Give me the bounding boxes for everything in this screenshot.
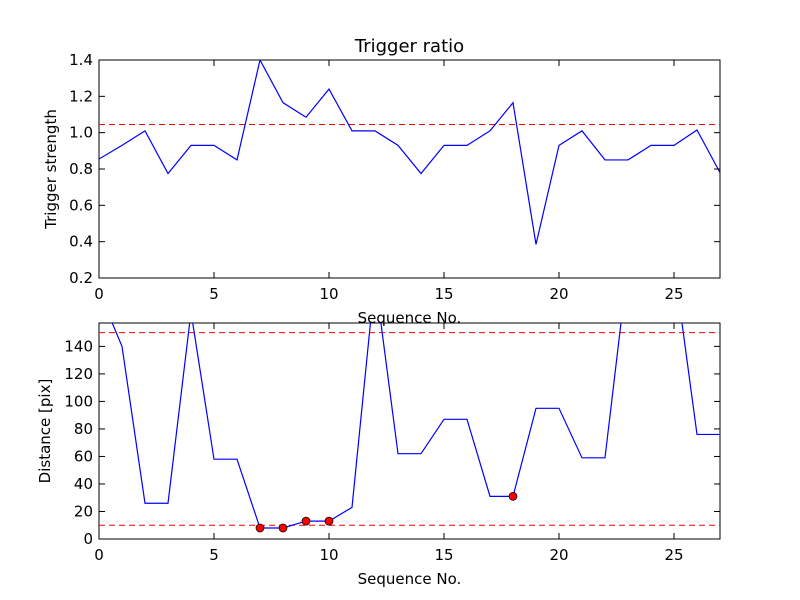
bottom-chart-marker-2 <box>301 516 311 526</box>
bottom-chart-frame <box>98 322 721 540</box>
top-chart-series-line-0 <box>99 60 720 245</box>
bottom-chart-ytick-label: 0 <box>83 530 93 548</box>
top-chart-xtick-label: 10 <box>319 285 338 303</box>
bottom-chart-series-line-0 <box>111 323 720 529</box>
bottom-chart-ylabel: Distance [pix] <box>36 379 54 484</box>
bottom-chart-ytick-label: 40 <box>74 475 93 493</box>
bottom-chart-xtick-label: 15 <box>434 546 453 564</box>
top-chart-ylabel: Trigger strength <box>42 109 60 230</box>
bottom-chart-xtick-label: 20 <box>549 546 568 564</box>
bottom-chart-ytick-label: 80 <box>74 420 93 438</box>
top-chart-ytick-label: 1.0 <box>69 124 93 142</box>
top-chart-ytick-label: 0.4 <box>69 233 93 251</box>
bottom-chart-xtick-label: 5 <box>209 546 219 564</box>
top-chart-xtick-label: 20 <box>549 285 568 303</box>
top-chart-ytick-label: 1.2 <box>69 87 93 105</box>
bottom-chart-marker-3 <box>324 516 334 526</box>
bottom-chart-ytick-label: 140 <box>64 337 93 355</box>
top-chart-xtick-label: 5 <box>209 285 219 303</box>
top-chart-xtick-label: 15 <box>434 285 453 303</box>
top-chart-ytick-label: 0.2 <box>69 269 93 287</box>
top-chart-ytick-label: 0.8 <box>69 160 93 178</box>
bottom-chart-ytick-label: 20 <box>74 502 93 520</box>
top-chart-ytick-label: 0.6 <box>69 196 93 214</box>
bottom-chart-ytick-label: 120 <box>64 365 93 383</box>
bottom-chart-marker-0 <box>255 523 265 533</box>
bottom-chart-xlabel: Sequence No. <box>358 570 462 588</box>
top-chart-frame <box>98 59 721 279</box>
bottom-chart-xtick-label: 10 <box>319 546 338 564</box>
bottom-chart: 0 5 10 15 20 25 0 20 40 60 80 100 120 140 Sequence No… <box>36 322 721 588</box>
top-chart: Trigger ratio 0 5 10 15 20 25 0.2 0.4 0.6 0.8 1.0 1… <box>42 36 721 327</box>
top-chart-ytick-label: 1.4 <box>69 51 93 69</box>
bottom-chart-ytick-label: 100 <box>64 392 93 410</box>
top-chart-title: Trigger ratio <box>354 36 464 57</box>
top-chart-xlabel: Sequence No. <box>358 309 462 327</box>
bottom-chart-xtick-label: 25 <box>664 546 683 564</box>
bottom-chart-xtick-label: 0 <box>94 546 104 564</box>
top-chart-xtick-label: 0 <box>94 285 104 303</box>
bottom-chart-marker-1 <box>278 523 288 533</box>
top-chart-xtick-label: 25 <box>664 285 683 303</box>
bottom-chart-ytick-label: 60 <box>74 447 93 465</box>
bottom-chart-marker-4 <box>508 492 518 501</box>
